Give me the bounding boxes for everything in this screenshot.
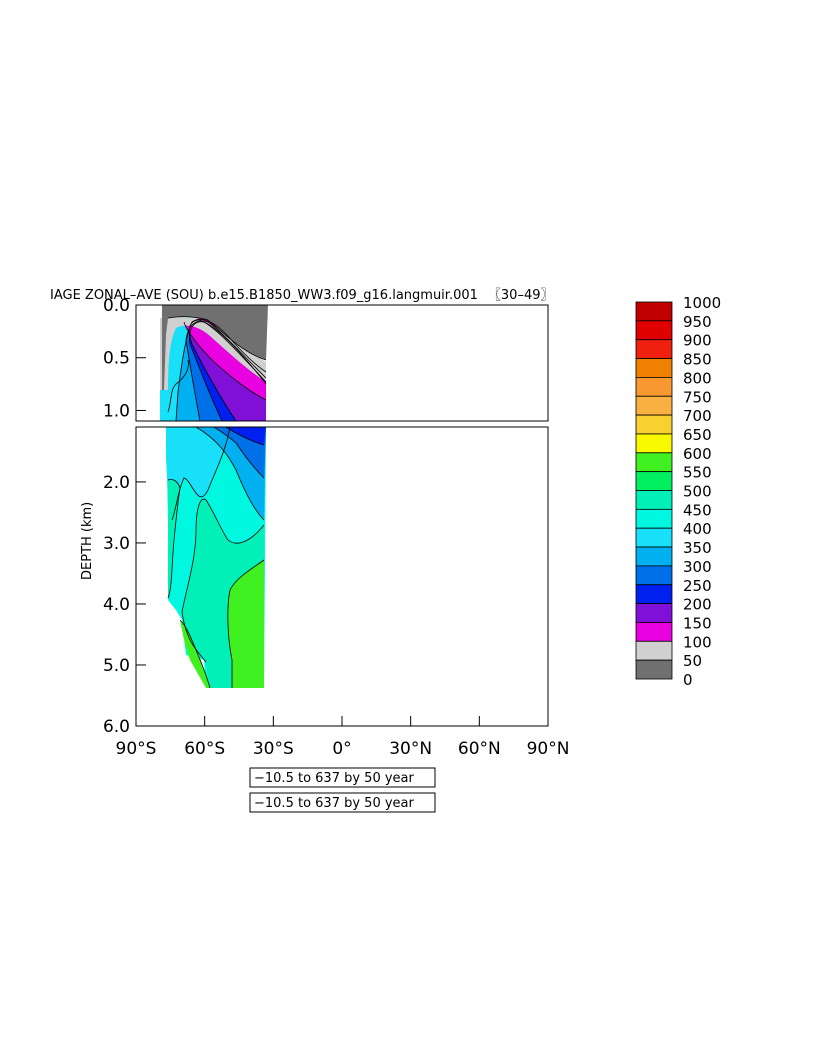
colorbar-label: 700 (683, 407, 712, 425)
colorbar-swatch (635, 659, 673, 680)
colorbar-swatch (635, 433, 673, 454)
colorbar-label: 500 (683, 483, 712, 501)
colorbar-label: 150 (683, 614, 712, 632)
colorbar-label: 400 (683, 520, 712, 538)
chart-title: IAGE ZONAL–AVE (SOU) b.e15.B1850_WW3.f09… (50, 288, 554, 303)
contour-info-1: −10.5 to 637 by 50 year (254, 771, 415, 786)
colorbar-label: 300 (683, 558, 712, 576)
y-tick-label: 1.0 (103, 401, 130, 421)
colorbar-label: 750 (683, 388, 712, 406)
colorbar-swatch (635, 584, 673, 605)
x-tick-label: 30°S (253, 739, 294, 759)
colorbar-swatch (635, 320, 673, 341)
contour-info-box-2 (249, 792, 436, 813)
colorbar-swatch (635, 339, 673, 359)
colorbar: 1000950900850800750700650600550500450400… (635, 294, 721, 689)
colorbar-label: 200 (683, 596, 712, 614)
lower-panel-contours (166, 427, 266, 689)
colorbar-swatch (635, 376, 673, 397)
colorbar-swatch (635, 622, 673, 642)
x-tick-label: 90°N (527, 739, 570, 759)
colorbar-label: 250 (683, 577, 712, 595)
colorbar-label: 450 (683, 501, 712, 519)
contour-info-2: −10.5 to 637 by 50 year (254, 796, 415, 811)
x-tick-label: 60°N (458, 739, 501, 759)
colorbar-label: 50 (683, 652, 702, 670)
contour-info-box-1 (249, 767, 436, 788)
colorbar-label: 850 (683, 351, 712, 369)
colorbar-swatch (635, 490, 673, 510)
colorbar-swatch (635, 508, 673, 529)
y-tick-label: 3.0 (103, 534, 130, 554)
upper-panel-contours (160, 305, 268, 421)
y-tick-label: 4.0 (103, 595, 130, 615)
x-tick-label: 0° (332, 739, 351, 759)
colorbar-swatch (635, 452, 673, 473)
y-tick-label: 0.0 (103, 296, 130, 316)
colorbar-swatch (635, 414, 673, 435)
colorbar-label: 600 (683, 445, 712, 463)
y-axis-label: DEPTH (km) (80, 502, 95, 580)
colorbar-swatch (635, 546, 673, 567)
upper-panel-frame (135, 304, 549, 422)
colorbar-swatch (635, 603, 673, 623)
colorbar-swatch (635, 565, 673, 586)
y-tick-label: 2.0 (103, 473, 130, 493)
colorbar-label: 650 (683, 426, 712, 444)
colorbar-label: 1000 (683, 294, 721, 312)
colorbar-swatch (635, 527, 673, 548)
x-tick-label: 30°N (389, 739, 432, 759)
y-tick-label: 6.0 (103, 717, 130, 737)
colorbar-label: 900 (683, 332, 712, 350)
colorbar-swatch (635, 301, 673, 322)
y-tick-label: 5.0 (103, 656, 130, 676)
colorbar-swatch (635, 395, 673, 416)
colorbar-label: 100 (683, 633, 712, 651)
axes: 90°S 60°S 30°S 0° 30°N 60°N 90°N 0.0 0.5 1.0 2.0 3.… (103, 296, 569, 759)
colorbar-label: 0 (683, 671, 693, 689)
colorbar-label: 950 (683, 313, 712, 331)
colorbar-swatch (635, 640, 673, 661)
x-tick-label: 60°S (184, 739, 225, 759)
colorbar-swatch (635, 471, 673, 491)
colorbar-label: 350 (683, 539, 712, 557)
colorbar-label: 550 (683, 464, 712, 482)
colorbar-swatch (635, 358, 673, 378)
x-tick-label: 90°S (116, 739, 157, 759)
colorbar-label: 800 (683, 369, 712, 387)
y-tick-label: 0.5 (103, 349, 130, 369)
